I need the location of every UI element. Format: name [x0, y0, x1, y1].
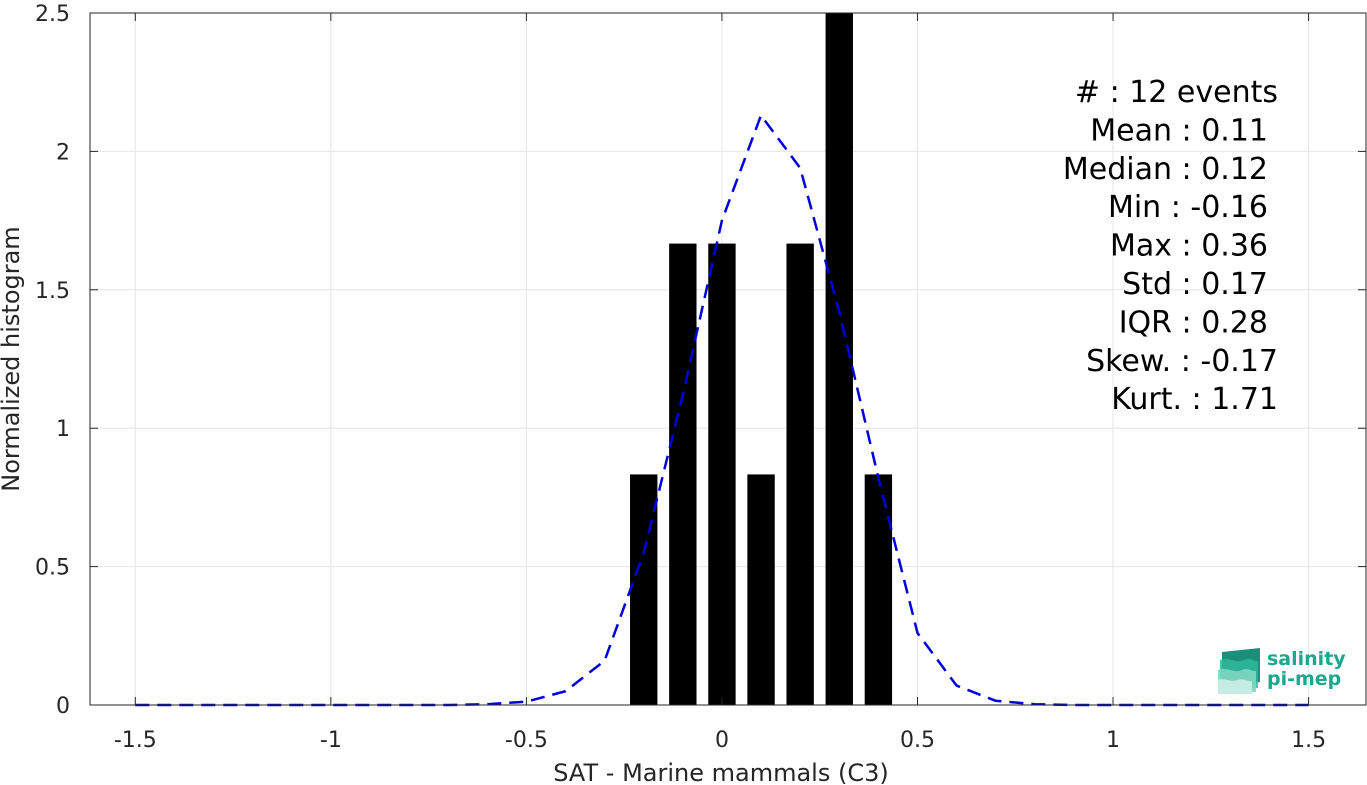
- x-tick-label: 1.5: [1291, 728, 1326, 753]
- axes: [89, 12, 1367, 706]
- salinity-pimep-logo: salinity pi-mep: [1218, 648, 1346, 694]
- histogram-bar: [669, 243, 697, 705]
- stat-line: Std : 0.17: [1122, 267, 1268, 302]
- logo-text-pimep: pi-mep: [1267, 668, 1341, 690]
- x-axis-label: SAT - Marine mammals (C3): [553, 759, 888, 785]
- wave-logo-icon: [1218, 648, 1260, 694]
- histogram-bar: [708, 243, 736, 705]
- logo-text-salinity: salinity: [1267, 648, 1346, 670]
- y-tick-label: 1.5: [35, 279, 70, 304]
- stat-line: Mean : 0.11: [1090, 113, 1268, 148]
- tick-labels: -1.5 -1 -0.5 0 0.5 1 1.5 0 0.5 1 1.5 2 2.5: [35, 2, 1326, 753]
- histogram-bar: [864, 474, 893, 705]
- x-tick-label: 0: [715, 728, 729, 753]
- y-tick-label: 2: [56, 140, 70, 165]
- y-tick-label: 0.5: [35, 556, 70, 581]
- histogram-bar: [786, 243, 814, 705]
- y-axis-label: Normalized histogram: [0, 226, 25, 491]
- y-tick-label: 0: [56, 694, 70, 719]
- fit-curve-line: [135, 112, 1309, 707]
- y-tick-label: 2.5: [35, 2, 70, 27]
- stat-line: Skew. : -0.17: [1086, 344, 1278, 379]
- axes-box: [89, 12, 1367, 706]
- histogram-bars: [630, 13, 893, 705]
- x-tick-label: -0.5: [505, 728, 548, 753]
- histogram-bar: [630, 474, 658, 705]
- fit-curve: [135, 112, 1309, 707]
- stat-line: Kurt. : 1.71: [1111, 382, 1278, 417]
- x-tick-label: -1: [320, 728, 342, 753]
- histogram-bar: [825, 13, 853, 705]
- stat-line: Max : 0.36: [1110, 229, 1268, 264]
- stat-line: IQR : 0.28: [1119, 305, 1268, 340]
- stat-line: Median : 0.12: [1063, 152, 1268, 187]
- x-tick-label: 0.5: [900, 728, 935, 753]
- x-tick-label: 1: [1106, 728, 1120, 753]
- stat-line: # : 12 events: [1075, 75, 1278, 110]
- y-tick-label: 1: [56, 417, 70, 442]
- x-tick-label: -1.5: [114, 728, 157, 753]
- stat-line: Min : -0.16: [1108, 190, 1268, 225]
- histogram-bar: [747, 474, 775, 705]
